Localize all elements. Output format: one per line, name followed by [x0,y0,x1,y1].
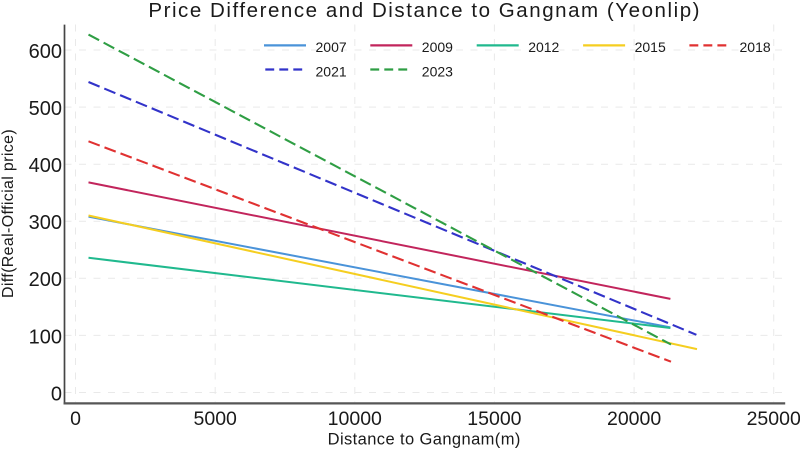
svg-text:2007: 2007 [316,39,347,55]
svg-text:20000: 20000 [607,408,661,430]
svg-text:2018: 2018 [740,39,771,55]
svg-text:2009: 2009 [422,39,453,55]
svg-text:2012: 2012 [528,39,559,55]
svg-text:100: 100 [29,326,62,348]
svg-text:2021: 2021 [316,63,347,79]
svg-text:10000: 10000 [328,408,382,430]
svg-text:25000: 25000 [747,408,800,430]
svg-text:2023: 2023 [422,63,453,79]
svg-text:200: 200 [29,269,62,291]
svg-text:400: 400 [29,155,62,177]
svg-text:Price Difference and Distance: Price Difference and Distance to Gangnam… [148,0,701,22]
svg-text:600: 600 [29,41,62,63]
svg-text:0: 0 [51,383,62,405]
svg-text:500: 500 [29,98,62,120]
svg-text:5000: 5000 [194,408,238,430]
svg-text:Distance to Gangnam(m): Distance to Gangnam(m) [328,430,521,448]
svg-text:300: 300 [29,212,62,234]
svg-text:15000: 15000 [467,408,521,430]
svg-text:2015: 2015 [635,39,666,55]
svg-text:0: 0 [70,408,81,430]
svg-text:Diff(Real-Official price): Diff(Real-Official price) [0,129,17,298]
